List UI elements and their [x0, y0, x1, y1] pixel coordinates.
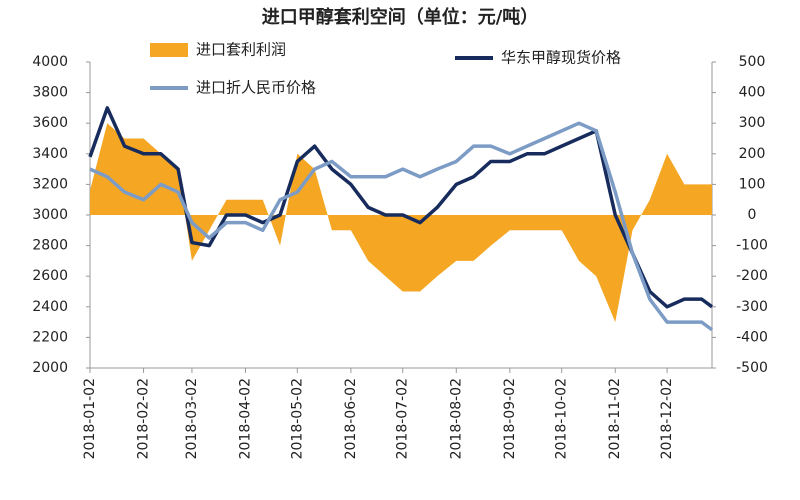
- profit-area: [90, 123, 712, 323]
- y2-tick-label: 300: [739, 115, 766, 131]
- y-tick-label: 3000: [32, 207, 68, 223]
- x-tick-label: 2018-07-02: [395, 378, 411, 459]
- x-tick-label: 2018-04-02: [238, 378, 254, 459]
- y-tick-label: 3600: [32, 115, 68, 131]
- legend-label: 华东甲醇现货价格: [501, 49, 621, 67]
- x-tick-label: 2018-09-02: [502, 378, 518, 459]
- y2-tick-label: 100: [739, 176, 766, 192]
- price-line: [89, 121, 714, 332]
- y-tick-label: 4000: [32, 54, 68, 70]
- y-tick-label: 3400: [32, 146, 68, 162]
- y-tick-label: 2000: [32, 360, 68, 376]
- legend-swatch: [150, 43, 188, 57]
- y-tick-label: 2200: [32, 329, 68, 345]
- price-line: [88, 106, 714, 309]
- y-tick-label: 3800: [32, 85, 68, 101]
- y2-tick-label: -500: [736, 360, 768, 376]
- y2-tick-label: 200: [739, 146, 766, 162]
- y2-tick-label: -200: [736, 268, 768, 284]
- y-tick-label: 2600: [32, 268, 68, 284]
- y2-tick-label: -300: [736, 299, 768, 315]
- y2-tick-label: 400: [739, 85, 766, 101]
- chart-title: 进口甲醇套利空间（单位：元/吨）: [262, 6, 539, 28]
- y-tick-label: 2800: [32, 238, 68, 254]
- x-tick-label: 2018-06-02: [343, 378, 359, 459]
- y2-tick-label: -400: [736, 329, 768, 345]
- x-tick-label: 2018-01-02: [82, 378, 98, 459]
- x-tick-label: 2018-08-02: [448, 378, 464, 459]
- x-tick-label: 2018-02-02: [136, 378, 152, 459]
- x-tick-label: 2018-03-02: [184, 378, 200, 459]
- y2-tick-label: 500: [739, 54, 766, 70]
- y-tick-label: 2400: [32, 299, 68, 315]
- x-tick-label: 2018-05-02: [289, 378, 305, 459]
- legend-label: 进口折人民币价格: [196, 79, 316, 97]
- y2-tick-label: 0: [748, 207, 757, 223]
- y-tick-label: 3200: [32, 176, 68, 192]
- legend-label: 进口套利利润: [196, 41, 286, 59]
- x-tick-label: 2018-10-02: [554, 378, 570, 459]
- x-tick-label: 2018-12-02: [659, 378, 675, 459]
- x-tick-label: 2018-11-02: [607, 378, 623, 459]
- y2-tick-label: -100: [736, 238, 768, 254]
